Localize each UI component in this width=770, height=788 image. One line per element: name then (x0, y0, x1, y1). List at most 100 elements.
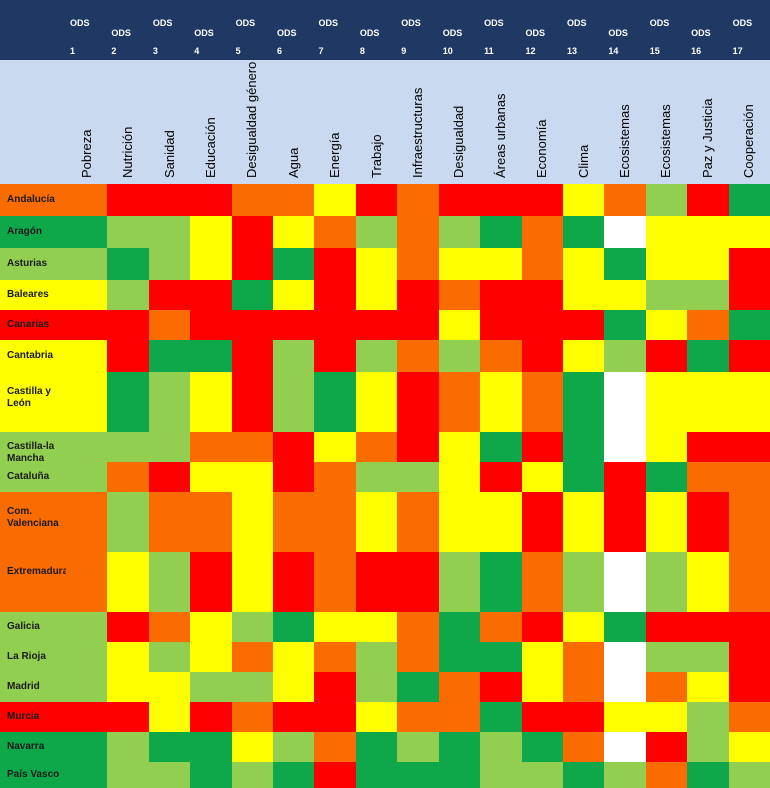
region-label: Canarias (7, 319, 50, 330)
goal-label-15: Ecosistemas (658, 104, 674, 178)
heatmap-cell (355, 432, 399, 463)
heatmap-cell (148, 184, 192, 217)
heatmap-cell (355, 702, 399, 733)
heatmap-cell (314, 732, 357, 763)
heatmap-cell (148, 372, 192, 433)
cell-Aragón-label (0, 216, 67, 249)
heatmap-cell (480, 432, 523, 463)
heatmap-cell (687, 184, 730, 217)
goal-label-11: Áreas urbanas (492, 93, 508, 178)
heatmap-cell (480, 702, 523, 733)
heatmap-cell (645, 248, 689, 281)
heatmap-cell (438, 552, 482, 613)
heatmap-cell (521, 762, 564, 788)
heatmap-cell (66, 248, 109, 281)
heatmap-cell (521, 732, 564, 763)
heatmap-cell (604, 280, 647, 311)
region-label: Andalucía (7, 194, 55, 205)
heatmap-cell (562, 552, 606, 613)
heatmap-cell (604, 702, 647, 733)
goal-label-16: Paz y Justicia (699, 98, 715, 178)
heatmap-cell (66, 184, 109, 217)
heatmap-cell (107, 762, 150, 788)
heatmap-cell (397, 216, 440, 249)
heatmap-cell (645, 340, 689, 373)
heatmap-cell (562, 642, 606, 673)
heatmap-cell (480, 372, 523, 433)
heatmap-cell (397, 672, 440, 703)
heatmap-cell (438, 672, 482, 703)
goal-label-4: Educación (202, 117, 218, 178)
heatmap-cell (231, 672, 275, 703)
heatmap-cell (107, 280, 150, 311)
heatmap-cell (314, 702, 357, 733)
heatmap-cell (273, 672, 316, 703)
heatmap-cell (438, 432, 482, 463)
heatmap-cell (645, 216, 689, 249)
region-label: La Rioja (7, 651, 46, 662)
ods-header-band (0, 0, 770, 60)
heatmap-cell (645, 184, 689, 217)
region-label: Extremadura (7, 566, 69, 577)
heatmap-cell (728, 732, 770, 763)
heatmap-cell (562, 702, 606, 733)
heatmap-cell (314, 462, 357, 493)
heatmap-cell (480, 732, 523, 763)
heatmap-cell (231, 310, 275, 341)
heatmap-cell (66, 310, 109, 341)
heatmap-cell (728, 310, 770, 341)
heatmap-cell (355, 462, 399, 493)
heatmap-cell (397, 732, 440, 763)
heatmap-cell (273, 372, 316, 433)
region-label: País Vasco (7, 768, 60, 780)
cell-Baleares-label (0, 280, 67, 311)
heatmap-cell (107, 732, 150, 763)
heatmap-cell (728, 672, 770, 703)
heatmap-cell (148, 216, 192, 249)
heatmap-cell (397, 340, 440, 373)
heatmap-cell (562, 732, 606, 763)
goal-label-5: Desigualdad género (244, 61, 260, 178)
heatmap-cell (273, 642, 316, 673)
heatmap-cell (438, 280, 482, 311)
heatmap-cell (66, 492, 109, 553)
heatmap-cell (438, 762, 482, 788)
heatmap-cell (562, 762, 606, 788)
goal-label-9: Infraestructuras (410, 87, 425, 178)
heatmap-cell (521, 492, 564, 553)
heatmap-cell (728, 492, 770, 553)
heatmap-cell (314, 310, 357, 341)
heatmap-cell (562, 432, 606, 463)
heatmap-cell (190, 184, 233, 217)
heatmap-cell (562, 216, 606, 249)
heatmap-cell (273, 732, 316, 763)
heatmap-cell (314, 672, 357, 703)
heatmap-cell (521, 372, 564, 433)
heatmap-cell (148, 612, 192, 643)
heatmap-cell (604, 310, 647, 341)
heatmap-cell (687, 492, 730, 553)
heatmap-cell (190, 732, 233, 763)
ods-code-16: ODS (691, 28, 711, 38)
heatmap-cell (728, 248, 770, 281)
heatmap-cell (66, 702, 109, 733)
heatmap-cell (231, 280, 275, 311)
heatmap-cell (728, 280, 770, 311)
heatmap-cell (645, 642, 689, 673)
heatmap-cell (355, 184, 399, 217)
ods-code-7: ODS (318, 18, 338, 28)
heatmap-cell (604, 732, 647, 763)
heatmap-cell (66, 672, 109, 703)
heatmap-cell (231, 248, 275, 281)
goal-label-band (0, 60, 770, 184)
heatmap-cell (645, 310, 689, 341)
heatmap-cell (604, 432, 647, 463)
heatmap-cell (438, 732, 482, 763)
heatmap-cell (562, 372, 606, 433)
heatmap-cell (231, 762, 275, 788)
heatmap-cell (480, 340, 523, 373)
cell-Extremadura-label (0, 552, 67, 613)
heatmap-cell (397, 762, 440, 788)
heatmap-cell (521, 248, 564, 281)
ods-code-15: ODS (649, 18, 670, 28)
